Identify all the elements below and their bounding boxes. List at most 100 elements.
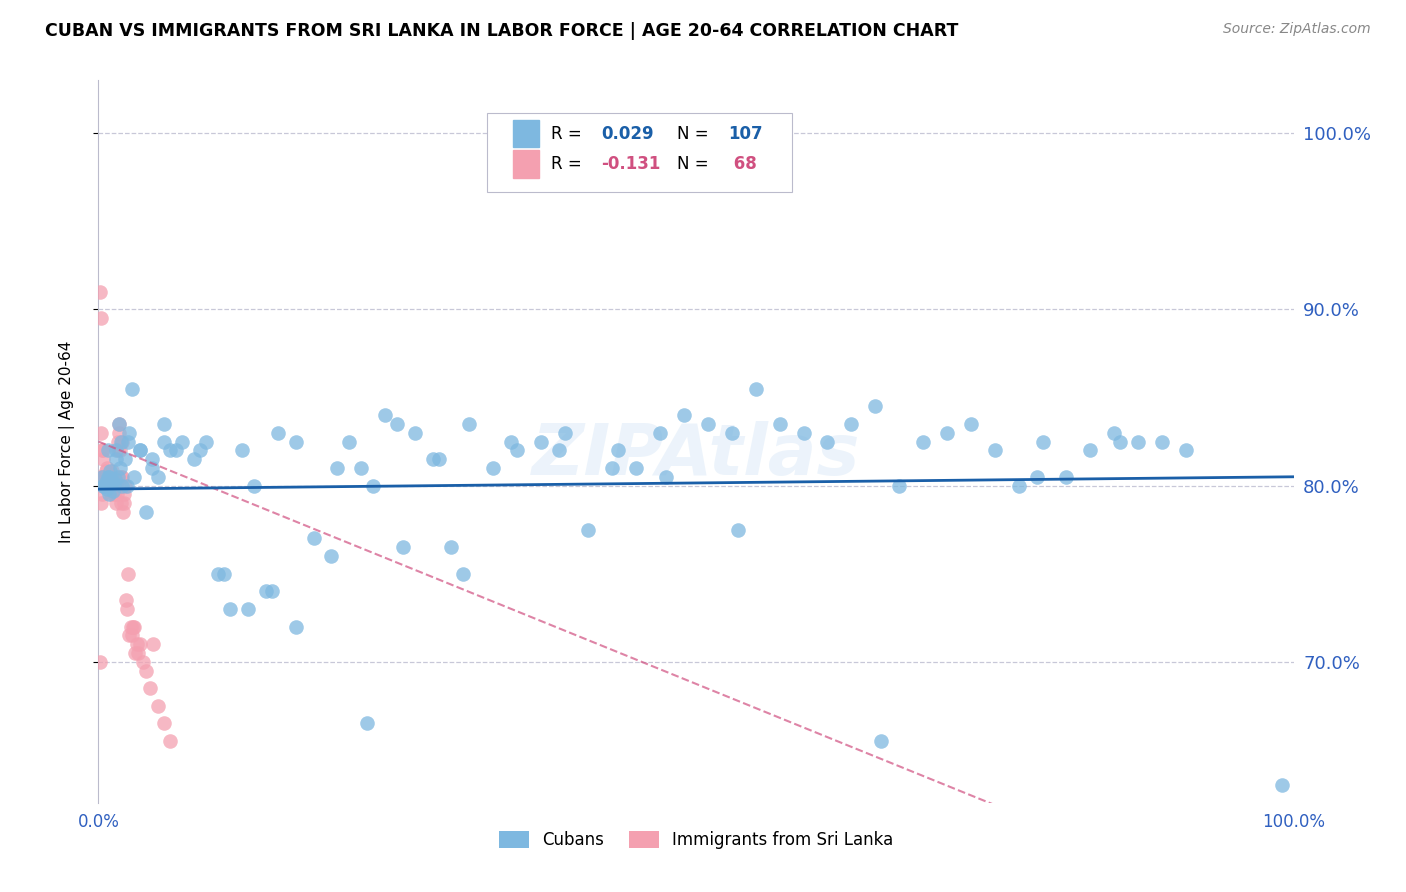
- Point: [97, 470, 120, 484]
- Point: [427, 452, 450, 467]
- Point: [98, 470, 121, 484]
- Point: [111, 470, 134, 484]
- Point: [103, 476, 125, 491]
- Text: R =: R =: [551, 125, 588, 143]
- Point: [458, 417, 481, 431]
- Point: [105, 487, 128, 501]
- Point: [547, 443, 569, 458]
- Point: [121, 382, 143, 396]
- Point: [984, 443, 1007, 458]
- Point: [1008, 478, 1031, 492]
- Point: [236, 602, 259, 616]
- Point: [135, 505, 157, 519]
- Point: [1128, 434, 1150, 449]
- Point: [1109, 434, 1132, 449]
- Point: [97, 470, 120, 484]
- Point: [91, 443, 114, 458]
- Point: [626, 461, 648, 475]
- Point: [960, 417, 983, 431]
- Point: [153, 434, 176, 449]
- Point: [105, 443, 128, 458]
- Y-axis label: In Labor Force | Age 20-64: In Labor Force | Age 20-64: [59, 341, 75, 542]
- Point: [94, 465, 117, 479]
- Point: [254, 584, 277, 599]
- Point: [530, 434, 553, 449]
- Point: [870, 734, 893, 748]
- Point: [183, 452, 205, 467]
- Text: 107: 107: [728, 125, 763, 143]
- Point: [212, 566, 235, 581]
- Point: [111, 478, 134, 492]
- Point: [727, 523, 749, 537]
- Point: [110, 496, 132, 510]
- Point: [103, 478, 125, 492]
- Point: [650, 425, 672, 440]
- Point: [129, 443, 152, 458]
- Text: 0.029: 0.029: [602, 125, 654, 143]
- Point: [578, 523, 600, 537]
- Point: [118, 628, 141, 642]
- Text: Source: ZipAtlas.com: Source: ZipAtlas.com: [1223, 22, 1371, 37]
- Text: 68: 68: [728, 155, 756, 173]
- Point: [1152, 434, 1174, 449]
- Point: [117, 566, 139, 581]
- Point: [127, 646, 149, 660]
- Point: [111, 505, 134, 519]
- Point: [148, 470, 170, 484]
- Point: [108, 443, 131, 458]
- Point: [1271, 778, 1294, 792]
- Point: [673, 408, 696, 422]
- Point: [93, 478, 115, 492]
- Text: N =: N =: [676, 155, 714, 173]
- Point: [115, 602, 138, 616]
- Text: CUBAN VS IMMIGRANTS FROM SRI LANKA IN LABOR FORCE | AGE 20-64 CORRELATION CHART: CUBAN VS IMMIGRANTS FROM SRI LANKA IN LA…: [45, 22, 959, 40]
- Point: [385, 417, 409, 431]
- Point: [148, 698, 170, 713]
- Point: [97, 443, 120, 458]
- Point: [96, 478, 118, 492]
- Point: [117, 434, 139, 449]
- Point: [111, 434, 134, 449]
- Point: [363, 478, 385, 492]
- Point: [124, 619, 146, 633]
- Point: [90, 487, 112, 501]
- Point: [153, 417, 176, 431]
- Point: [129, 637, 152, 651]
- Point: [188, 443, 211, 458]
- Legend: Cubans, Immigrants from Sri Lanka: Cubans, Immigrants from Sri Lanka: [492, 824, 900, 856]
- Point: [1080, 443, 1102, 458]
- Point: [107, 443, 129, 458]
- Point: [114, 478, 136, 492]
- Point: [107, 434, 129, 449]
- Point: [139, 681, 162, 696]
- Point: [482, 461, 505, 475]
- Point: [121, 628, 143, 642]
- Point: [141, 461, 163, 475]
- Point: [93, 470, 115, 484]
- Point: [321, 549, 343, 563]
- Point: [93, 473, 115, 487]
- Point: [100, 470, 122, 484]
- Point: [153, 716, 176, 731]
- Point: [602, 461, 624, 475]
- FancyBboxPatch shape: [486, 112, 792, 193]
- Point: [98, 478, 122, 492]
- Bar: [513, 151, 540, 178]
- Point: [118, 425, 141, 440]
- Point: [90, 470, 112, 484]
- Text: -0.131: -0.131: [602, 155, 661, 173]
- Point: [745, 382, 768, 396]
- Text: ZIPAtlas: ZIPAtlas: [531, 422, 860, 491]
- Point: [404, 425, 426, 440]
- Point: [440, 541, 463, 555]
- Point: [122, 619, 145, 633]
- Point: [350, 461, 373, 475]
- Point: [339, 434, 361, 449]
- Point: [115, 478, 138, 492]
- Point: [89, 285, 111, 299]
- Point: [124, 646, 146, 660]
- Point: [865, 399, 887, 413]
- Point: [110, 470, 132, 484]
- Point: [96, 482, 118, 496]
- Point: [104, 471, 127, 485]
